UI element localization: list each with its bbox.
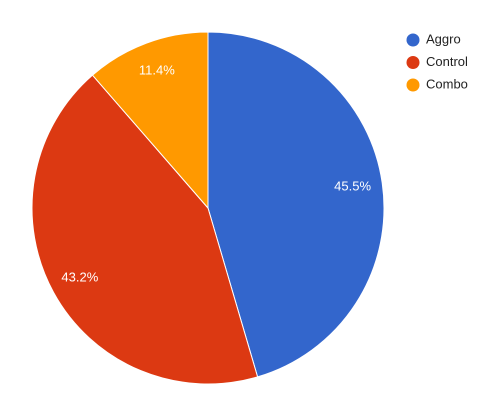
legend-label: Combo: [426, 76, 468, 91]
pie-slice: [207, 31, 385, 378]
legend-label: Control: [426, 54, 468, 69]
legend-marker: [406, 56, 420, 69]
slice-label: 43.2%: [61, 270, 98, 285]
slice-label: 11.4%: [139, 63, 175, 78]
legend-label: Aggro: [426, 31, 461, 46]
slice-label: 45.5%: [334, 179, 371, 194]
legend-marker: [406, 33, 420, 47]
pie-slice: [31, 74, 259, 385]
legend-marker: [406, 78, 420, 92]
pie-slice: [91, 31, 209, 210]
